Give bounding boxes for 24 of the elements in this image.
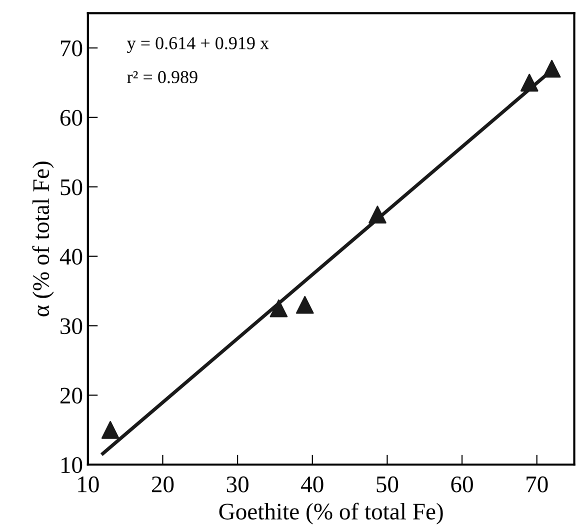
point <box>296 296 314 314</box>
y-tick-label: 20 <box>60 388 82 404</box>
x-tick-label: 10 <box>78 476 99 492</box>
y-tick-label: 50 <box>60 179 82 196</box>
x-tick-label: 20 <box>152 476 174 492</box>
y-tick-label: 30 <box>60 318 82 334</box>
point <box>270 299 288 318</box>
annotation: y = 0.614 + 0.919 x <box>127 37 269 53</box>
x-tick-label: 60 <box>451 476 473 492</box>
y-tick-label: 60 <box>60 110 82 126</box>
y-axis-title: α (% of total Fe) <box>32 162 54 316</box>
y-tick-label: 70 <box>60 40 82 56</box>
x-axis-title: Goethite (% of total Fe) <box>219 502 443 524</box>
point <box>542 60 561 78</box>
x-tick-label: 30 <box>226 476 248 492</box>
y-tick-label: 40 <box>60 248 82 265</box>
x-tick-label: 40 <box>301 476 324 492</box>
point <box>520 74 538 92</box>
x-tick-label: 50 <box>376 476 398 492</box>
point <box>101 421 120 439</box>
y-tick-label: 10 <box>62 457 82 474</box>
x-tick-label: 70 <box>526 476 548 492</box>
point <box>368 206 386 224</box>
annotation: r² = 0.989 <box>127 70 198 84</box>
